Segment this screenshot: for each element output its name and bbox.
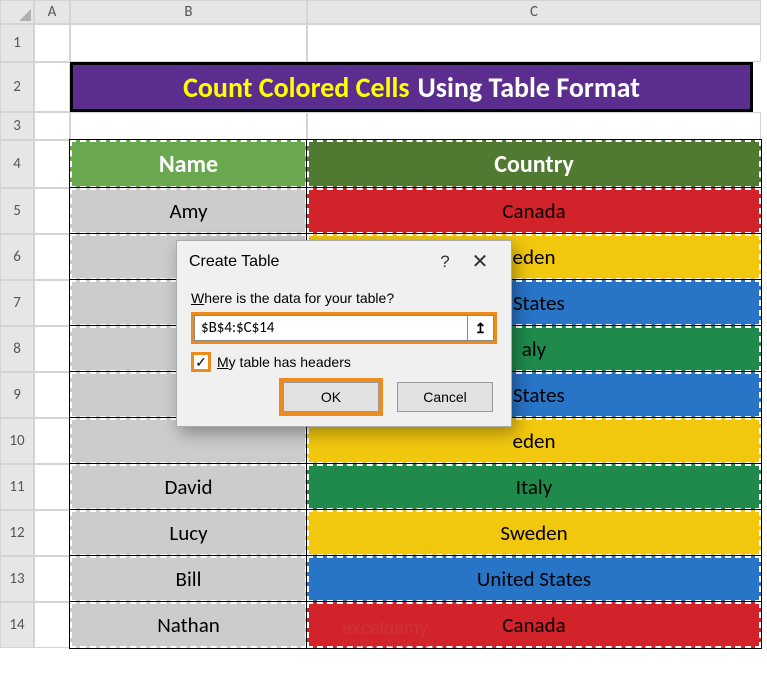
cell[interactable] [34, 602, 70, 648]
name-cell[interactable]: David [70, 464, 307, 510]
row-header[interactable]: 2 [0, 62, 34, 112]
headers-checkbox-row: ✓ My table has headers [191, 352, 497, 372]
dialog-title: Create Table [189, 253, 431, 271]
row-header[interactable]: 7 [0, 280, 34, 326]
check-text: y table has headers [229, 354, 351, 370]
cell[interactable] [34, 372, 70, 418]
collapse-range-icon[interactable]: ↥ [468, 315, 494, 341]
prompt-accel: W [191, 290, 204, 306]
row-header[interactable]: 14 [0, 602, 34, 648]
ok-button[interactable]: OK [283, 382, 379, 412]
row-header[interactable]: 13 [0, 556, 34, 602]
cell[interactable] [34, 464, 70, 510]
cell[interactable] [307, 24, 761, 62]
row-header[interactable]: 11 [0, 464, 34, 510]
row-header[interactable]: 3 [0, 112, 34, 140]
cell[interactable] [70, 112, 307, 140]
row-header[interactable]: 10 [0, 418, 34, 464]
row-header[interactable]: 12 [0, 510, 34, 556]
col-header-b[interactable]: B [70, 0, 307, 24]
cell[interactable] [34, 112, 70, 140]
row-header[interactable]: 5 [0, 188, 34, 234]
country-cell[interactable]: Italy [307, 464, 761, 510]
cell[interactable] [34, 188, 70, 234]
name-cell[interactable]: Nathan [70, 602, 307, 648]
title-part2: Using Table Format [418, 70, 640, 105]
cell[interactable] [34, 510, 70, 556]
cell[interactable] [70, 24, 307, 62]
name-cell[interactable]: Amy [70, 188, 307, 234]
country-cell[interactable]: Sweden [307, 510, 761, 556]
cell[interactable] [34, 418, 70, 464]
row-header[interactable]: 6 [0, 234, 34, 280]
table-header-name[interactable]: Name [70, 140, 307, 188]
country-cell[interactable]: Canada [307, 188, 761, 234]
cell[interactable] [34, 62, 70, 112]
dialog-buttons: OK Cancel [191, 382, 497, 412]
title-part1: Count Colored Cells [183, 70, 409, 105]
create-table-dialog: Create Table ? ✕ Where is the data for y… [176, 240, 512, 427]
close-icon[interactable]: ✕ [459, 249, 501, 274]
cell[interactable] [34, 556, 70, 602]
check-accel: M [217, 354, 229, 370]
range-input[interactable] [194, 315, 468, 341]
headers-checkbox[interactable]: ✓ [191, 352, 211, 372]
cell[interactable] [34, 280, 70, 326]
dialog-titlebar[interactable]: Create Table ? ✕ [177, 241, 511, 280]
cancel-button[interactable]: Cancel [397, 382, 493, 412]
row-header[interactable]: 8 [0, 326, 34, 372]
dialog-prompt: Where is the data for your table? [191, 290, 497, 306]
cell[interactable] [34, 326, 70, 372]
row-header[interactable]: 1 [0, 24, 34, 62]
row-header[interactable]: 4 [0, 140, 34, 188]
col-header-c[interactable]: C [307, 0, 761, 24]
prompt-text: here is the data for your table? [204, 290, 394, 306]
watermark-main: exceldemy [342, 618, 428, 638]
name-cell[interactable]: Bill [70, 556, 307, 602]
title-banner: Count Colored Cells Using Table Format [70, 62, 753, 112]
cell[interactable] [34, 140, 70, 188]
row-header[interactable]: 9 [0, 372, 34, 418]
name-cell[interactable]: Lucy [70, 510, 307, 556]
cell[interactable] [34, 234, 70, 280]
watermark: exceldemy EXCEL · DATA · BI [342, 618, 435, 649]
help-icon[interactable]: ? [431, 252, 459, 272]
headers-checkbox-label[interactable]: My table has headers [217, 354, 351, 370]
country-cell[interactable]: United States [307, 556, 761, 602]
table-header-country[interactable]: Country [307, 140, 761, 188]
watermark-sub: EXCEL · DATA · BI [342, 639, 435, 649]
cell[interactable] [307, 112, 761, 140]
dialog-body: Where is the data for your table? ↥ ✓ My… [177, 280, 511, 426]
select-all-corner[interactable] [0, 0, 34, 24]
cell[interactable] [34, 24, 70, 62]
col-header-a[interactable]: A [34, 0, 70, 24]
range-input-wrap: ↥ [191, 312, 497, 344]
